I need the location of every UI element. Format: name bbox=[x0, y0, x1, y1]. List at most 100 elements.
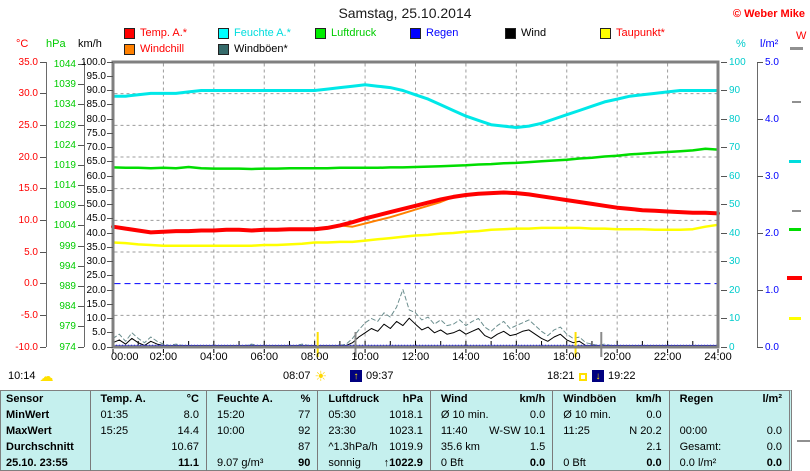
table-cell-group: MinWert bbox=[1, 407, 90, 423]
axis-tick-dash-lm2 bbox=[757, 289, 763, 291]
axis-tick-label-pct: 0 bbox=[729, 341, 735, 353]
x-axis-label: 20:00 bbox=[603, 351, 631, 363]
table-row: MinWert 01:35 8.0 15:20 77 05:30 1018.1 Ø 10 mi… bbox=[1, 407, 789, 423]
table-value-right: 0.0 bbox=[646, 457, 662, 469]
table-cell-group: 00:00 0.0 bbox=[668, 423, 789, 439]
axis-tick-label-hpa: 1004 bbox=[53, 220, 76, 232]
series-line-luftdruck bbox=[111, 147, 720, 171]
axis-tick-dash-kmh bbox=[107, 132, 113, 134]
table-value-left: 0 Bft bbox=[563, 457, 586, 469]
axis-tick-dash-hpa bbox=[78, 164, 84, 166]
table-value-left bbox=[91, 455, 101, 471]
axis-tick-label-kmh: 5.0 bbox=[92, 327, 106, 339]
table-value-right: 1023.1 bbox=[389, 425, 423, 437]
table-cell-group: Temp. A. °C bbox=[89, 391, 206, 407]
table-value-left: 05:30 bbox=[328, 409, 356, 421]
axis-tick-dash-hpa bbox=[78, 306, 84, 308]
x-axis-label: 16:00 bbox=[502, 351, 531, 363]
table-cell-group: 10:00 92 bbox=[205, 423, 317, 439]
axis-tick-label-kmh: 60.0 bbox=[86, 170, 106, 182]
moonrise-icon: ↑ bbox=[350, 370, 362, 382]
axis-tick-dash-hpa bbox=[78, 285, 84, 287]
axis-tick-label-pct: 10 bbox=[729, 313, 741, 324]
table-cell-group: 11.1 bbox=[89, 455, 206, 471]
table-value-left: Wind bbox=[440, 393, 468, 405]
legend-swatch-windchill bbox=[124, 44, 135, 55]
axis-tick-dash-kmh bbox=[107, 61, 113, 63]
axis-tick-label-kmh: 80.0 bbox=[86, 113, 106, 125]
axis-tick-dash-hpa bbox=[78, 185, 84, 186]
axis-tick-label-hpa: 979 bbox=[59, 321, 76, 333]
legend-swatch-windben bbox=[218, 44, 229, 55]
table-value-left: sonnig bbox=[328, 457, 361, 469]
axis-tick-dash-hpa bbox=[78, 225, 84, 227]
table-value-right: °C bbox=[186, 393, 199, 405]
table-row: Durchschnitt 10.67 87 ^1.3hPa/h 1019.9 35.6 k… bbox=[1, 439, 789, 455]
axis-line-tempC bbox=[46, 62, 47, 347]
table-value-right: 0.0 bbox=[646, 409, 662, 421]
axis-tick-label-lm2: 5.0 bbox=[765, 56, 779, 68]
axis-unit-label-tempC: °C bbox=[16, 38, 29, 50]
axis-tick-label-hpa: 1039 bbox=[53, 79, 76, 91]
table-value-left bbox=[207, 439, 217, 455]
axis-unit-label-wind-direction: W bbox=[796, 30, 807, 42]
table-value-left: Windböen bbox=[563, 393, 617, 405]
table-value-right: N 20.2 bbox=[629, 425, 662, 437]
table-value-left: 00:00 bbox=[679, 425, 708, 437]
axis-tick-dash-kmh bbox=[107, 118, 113, 120]
table-value-right bbox=[782, 407, 789, 423]
axis-tick-dash-pct bbox=[721, 175, 727, 177]
table-value-left: Ø 10 min. bbox=[440, 409, 489, 421]
axis-tick-label-kmh: 75.0 bbox=[86, 127, 106, 139]
legend-label: Windböen* bbox=[234, 43, 288, 55]
table-value-left: Ø 10 min. bbox=[563, 409, 611, 421]
axis-tick-label-kmh: 40.0 bbox=[86, 227, 106, 239]
x-axis-label: 14:00 bbox=[452, 351, 480, 363]
axis-tick-dash-kmh bbox=[107, 261, 113, 262]
axis-tick-dash-tempC bbox=[40, 314, 46, 316]
table-value-left: Regen bbox=[679, 393, 714, 405]
table-value-right: 0.0 bbox=[529, 457, 546, 469]
table-cell-group: 2.1 bbox=[552, 439, 668, 455]
table-cell-group: 11:25 N 20.2 bbox=[552, 423, 668, 439]
axis-tick-label-tempC: 0.0 bbox=[24, 278, 38, 290]
axis-tick-dash-hpa bbox=[78, 326, 84, 328]
table-value-right: 92 bbox=[298, 425, 311, 437]
axis-tick-label-pct: 50 bbox=[729, 199, 741, 210]
right-margin-mark bbox=[790, 47, 803, 50]
axis-tick-label-tempC: -10.0 bbox=[15, 341, 38, 353]
table-cell-group: 0 Bft 0.0 bbox=[552, 455, 668, 471]
axis-tick-dash-kmh bbox=[107, 161, 113, 163]
sun-moon-marker-time: 19:22 bbox=[608, 370, 636, 382]
table-cell-group: Sensor bbox=[1, 391, 90, 407]
axis-tick-dash-kmh bbox=[107, 246, 113, 248]
sun-moon-marker: ↓ 19:22 bbox=[592, 370, 636, 382]
axis-tick-dash-hpa bbox=[78, 346, 84, 348]
axis-tick-dash-tempC bbox=[40, 156, 46, 158]
axis-tick-label-pct: 80 bbox=[729, 113, 741, 125]
table-value-left: Luftdruck bbox=[328, 393, 380, 405]
sun-moon-marker: 08:07 ☀ bbox=[283, 369, 327, 383]
axis-tick-label-kmh: 95.0 bbox=[86, 70, 106, 82]
axis-tick-label-tempC: 10.0 bbox=[18, 214, 38, 226]
moon-cloud-icon: ☁ bbox=[39, 368, 54, 384]
axis-tick-label-pct: 90 bbox=[729, 85, 741, 96]
table-value-left: 23:30 bbox=[328, 425, 356, 437]
table-value-right: km/h bbox=[635, 393, 662, 405]
axis-line-lm2 bbox=[757, 62, 758, 347]
table-cell-group: 01:35 8.0 bbox=[89, 407, 206, 423]
table-value-right: km/h bbox=[519, 393, 546, 405]
axis-tick-dash-pct bbox=[721, 118, 727, 120]
sun-moon-marker: 18:21 bbox=[547, 370, 587, 382]
axis-unit-label-hpa: hPa bbox=[46, 38, 66, 50]
table-value-left: 11:25 bbox=[563, 425, 590, 437]
sun-moon-marker-time: 08:07 bbox=[283, 370, 311, 382]
axis-tick-dash-kmh bbox=[107, 275, 113, 277]
table-value-right: W-SW 10.1 bbox=[489, 425, 546, 437]
axis-unit-label-lm2: l/m² bbox=[760, 38, 779, 50]
table-value-left: 9.07 g/m³ bbox=[216, 457, 264, 469]
axis-tick-dash-kmh bbox=[107, 90, 113, 91]
axis-tick-label-lm2: 1.0 bbox=[765, 284, 779, 296]
x-axis-label: 02:00 bbox=[149, 351, 178, 363]
axis-tick-label-kmh: 65.0 bbox=[86, 156, 106, 168]
